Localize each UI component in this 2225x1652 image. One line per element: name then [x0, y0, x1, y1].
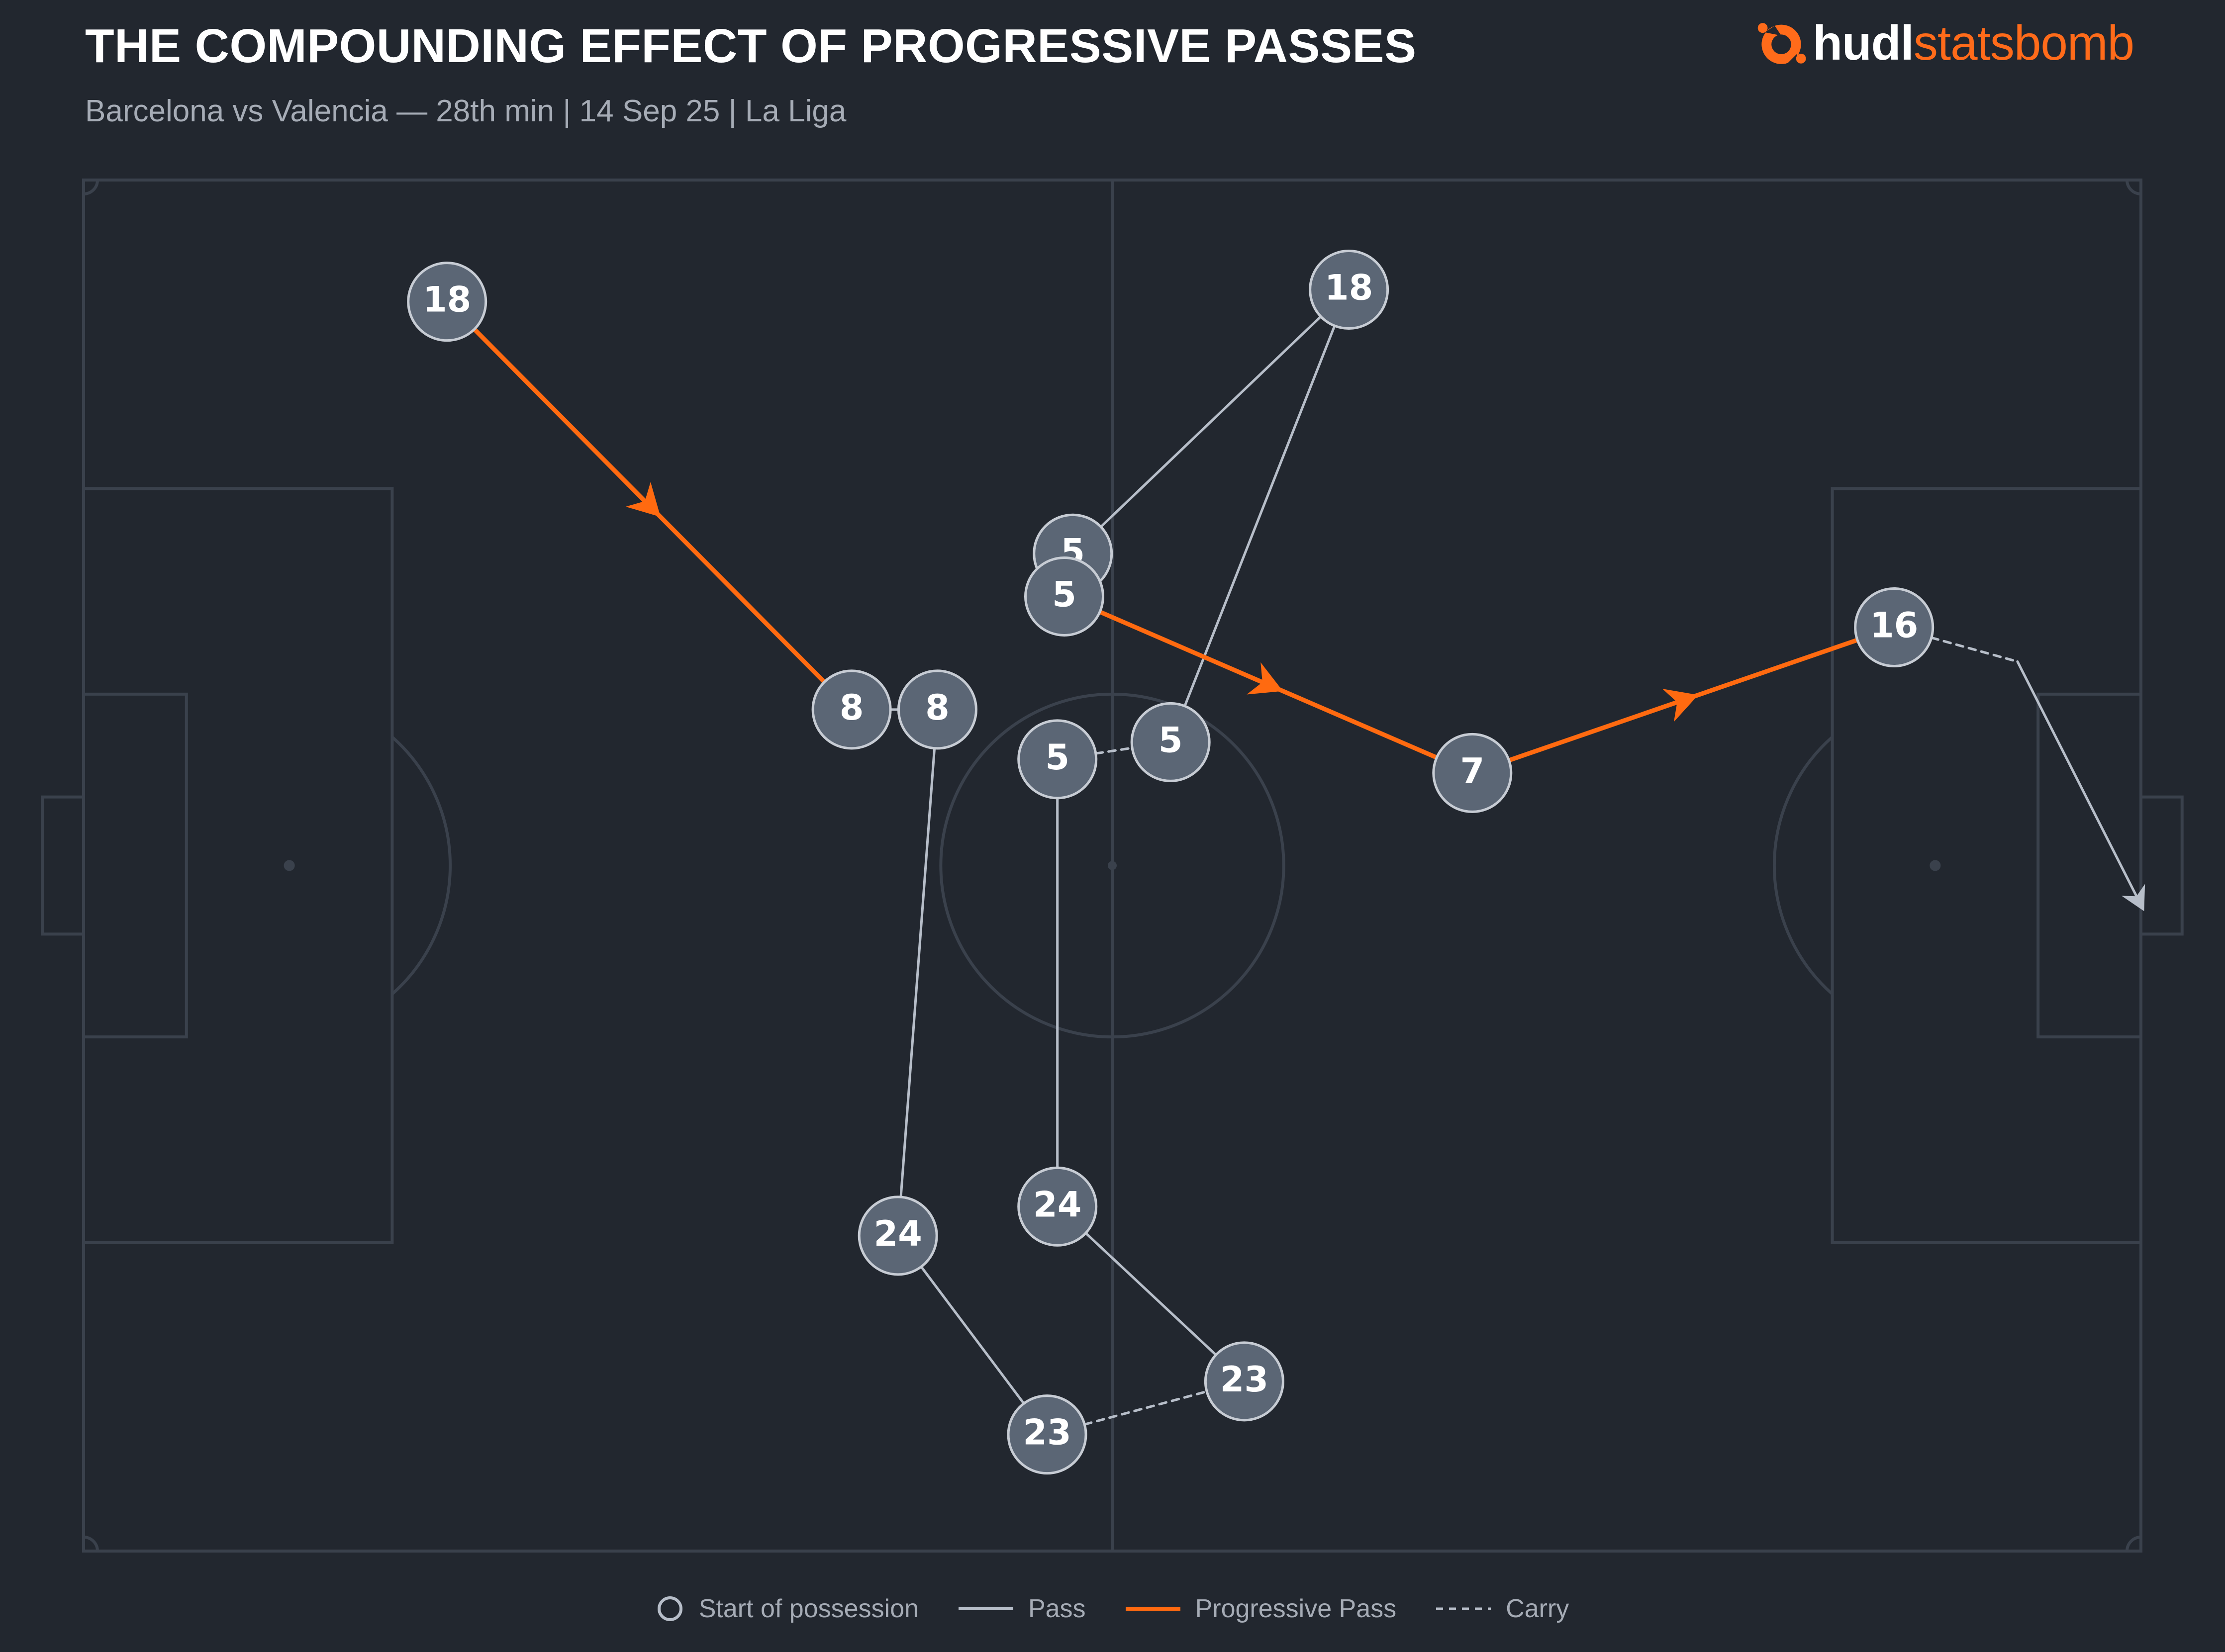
player-node: 7: [1432, 733, 1513, 813]
player-number: 23: [1220, 1359, 1268, 1400]
progressive-pass-arrow: [625, 482, 661, 517]
player-node-circle: [1024, 556, 1104, 637]
progressive-pass-arrow: [1247, 662, 1283, 695]
pass-line: [1099, 315, 1322, 528]
player-number: 23: [1023, 1412, 1071, 1453]
player-number: 24: [873, 1213, 922, 1254]
corner-arc: [2126, 180, 2141, 195]
brand-name-light: statsbomb: [1913, 15, 2134, 70]
left-penalty-area: [82, 487, 394, 1244]
player-number: 5: [1045, 737, 1069, 778]
legend-label-carry: Carry: [1506, 1594, 1569, 1623]
legend-item-progressive: Progressive Pass: [1125, 1594, 1397, 1624]
hudl-statsbomb-logo-icon: [1757, 22, 1806, 64]
player-number: 18: [423, 279, 471, 320]
legend-item-start: Start of possession: [656, 1594, 919, 1624]
player-number: 18: [1325, 268, 1373, 308]
legend-item-carry: Carry: [1436, 1594, 1569, 1624]
player-node-circle: [407, 262, 487, 342]
player-node: 18: [407, 262, 487, 342]
player-node-circle: [1309, 250, 1389, 330]
pass-line: [1183, 324, 1336, 708]
left-penalty-arc: [391, 735, 452, 996]
player-node: 24: [858, 1195, 938, 1276]
player-node-circle: [1204, 1341, 1284, 1422]
carry-line: [1094, 746, 1134, 755]
legend-label-start: Start of possession: [698, 1594, 919, 1623]
player-node-circle: [1017, 1166, 1098, 1247]
pass-line: [920, 1265, 1025, 1405]
corner-arc: [83, 180, 99, 195]
player-node-circle: [1432, 733, 1513, 813]
legend-item-pass: Pass: [958, 1594, 1086, 1624]
right-six-yard-box: [2036, 692, 2143, 1039]
player-number: 24: [1033, 1184, 1081, 1225]
player-node-circle: [1017, 719, 1098, 800]
brand-name-bold: hudl: [1813, 15, 1914, 70]
page-subtitle: Barcelona vs Valencia — 28th min | 14 Se…: [85, 94, 847, 128]
player-number: 16: [1870, 605, 1918, 645]
legend-label-pass: Pass: [1028, 1594, 1086, 1623]
player-number: 5: [1159, 720, 1183, 760]
player-number: 8: [925, 687, 950, 728]
brand-logo: hudl statsbomb: [1754, 15, 2134, 71]
player-node: 24: [1017, 1166, 1098, 1247]
carry-line: [1083, 1390, 1208, 1426]
player-node: 23: [1204, 1341, 1284, 1422]
pass-line: [2016, 660, 2142, 907]
corner-arc: [2126, 1536, 2141, 1552]
legend: Start of possession Pass Progressive Pas…: [0, 1594, 2225, 1624]
carry-line-icon: [1436, 1607, 1491, 1610]
player-node: 8: [897, 669, 977, 750]
player-node-circle: [1130, 702, 1211, 782]
pitch-markings: [41, 179, 2184, 1553]
player-node: 16: [1854, 587, 1935, 667]
center-spot: [1108, 861, 1117, 870]
player-number: 8: [840, 687, 864, 728]
left-penalty-spot: [284, 860, 295, 871]
pass-line: [1084, 1232, 1217, 1357]
pass-line: [899, 747, 936, 1198]
right-goal: [2139, 795, 2184, 936]
pass-line-icon: [958, 1607, 1013, 1610]
progressive-pass-line-icon: [1125, 1607, 1180, 1611]
player-node-circle: [811, 669, 892, 750]
player-number: 5: [1052, 574, 1076, 615]
player-node-circle: [1007, 1394, 1087, 1475]
left-six-yard-box: [82, 692, 188, 1039]
player-node-circle: [1854, 587, 1935, 667]
pass-end-arrow: [2122, 884, 2145, 912]
player-node-circle: [897, 669, 977, 750]
player-node: 5: [1017, 719, 1098, 800]
center-circle: [939, 692, 1285, 1039]
start-of-possession-icon: [657, 1596, 682, 1621]
carry-line: [1930, 636, 2019, 663]
player-node: 8: [811, 669, 892, 750]
progressive-pass-arrow: [1662, 689, 1698, 722]
right-penalty-spot: [1930, 860, 1941, 871]
player-node: 5: [1024, 556, 1104, 637]
player-number: 7: [1460, 750, 1484, 791]
corner-arc: [83, 1536, 99, 1552]
player-node: 18: [1309, 250, 1389, 330]
player-node-circle: [858, 1195, 938, 1276]
legend-label-progressive: Progressive Pass: [1195, 1594, 1397, 1623]
player-node: 23: [1007, 1394, 1087, 1475]
actions-layer: [472, 315, 2145, 1426]
left-goal: [41, 795, 85, 936]
player-node: 5: [1130, 702, 1211, 782]
right-penalty-arc: [1772, 735, 1834, 996]
page-title: THE COMPOUNDING EFFECT OF PROGRESSIVE PA…: [85, 19, 1417, 73]
